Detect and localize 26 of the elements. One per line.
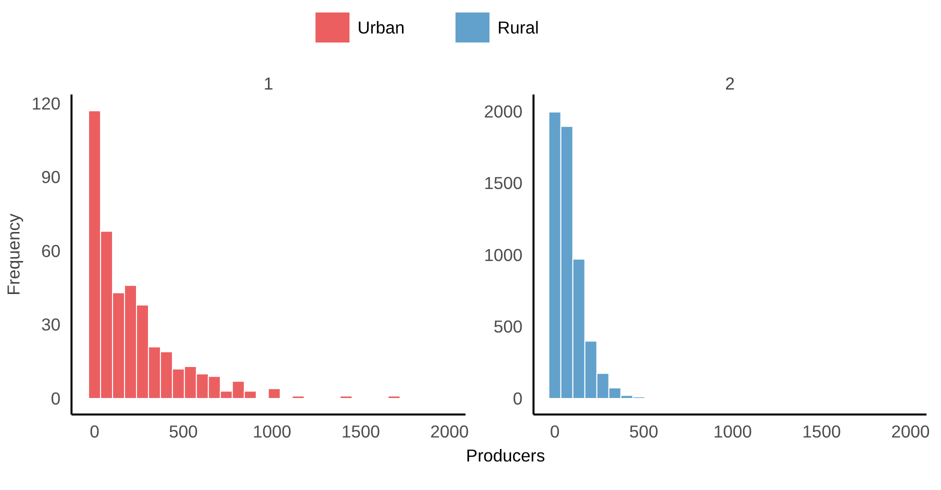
y-tick-label: 60 <box>41 240 61 261</box>
y-tick-label: 30 <box>41 314 61 335</box>
x-tick-label: 2000 <box>430 422 469 442</box>
chart-title: 2 <box>725 74 735 94</box>
y-tick-label: 90 <box>41 167 61 188</box>
x-tick-label: 1000 <box>713 422 752 442</box>
x-tick-label: 1500 <box>342 422 380 442</box>
x-tick-label: 500 <box>629 422 658 442</box>
y-tick-label: 2000 <box>484 101 523 122</box>
y-tick-label: 0 <box>50 388 61 409</box>
x-tick-label: 1500 <box>802 422 841 442</box>
x-tick-label: 2000 <box>891 422 930 442</box>
y-tick-label: 1000 <box>484 244 523 265</box>
x-tick-label: 500 <box>168 422 198 442</box>
x-tick-label: 0 <box>550 422 560 442</box>
x-tick-label: 0 <box>90 422 100 442</box>
y-tick-label: 120 <box>32 93 61 114</box>
y-tick-label: 500 <box>494 316 523 337</box>
x-axis-title: Producers <box>466 446 546 466</box>
legend-label: Urban <box>358 18 405 38</box>
x-tick-label: 1000 <box>252 422 292 442</box>
y-axis-title: Frequency <box>4 213 24 296</box>
y-tick-label: 1500 <box>484 173 523 194</box>
legend-label: Rural <box>498 18 539 38</box>
y-tick-label: 0 <box>512 388 523 409</box>
chart-title: 1 <box>264 74 274 94</box>
